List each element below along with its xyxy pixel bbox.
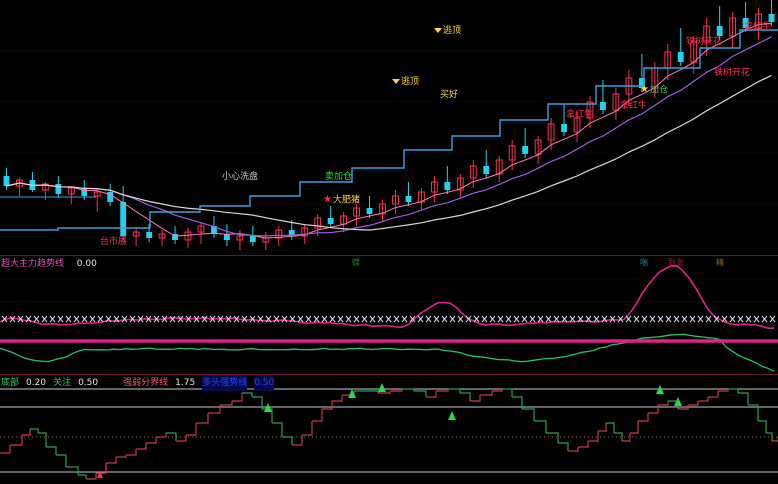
price-annotation-a12: ★大肥猪 xyxy=(323,195,360,206)
price-annotation-a11: 卖加仓 xyxy=(325,172,352,182)
bot-panel-label: 关注 xyxy=(53,378,72,388)
price-annotation-a1: 拿红牛 xyxy=(744,22,771,32)
price-annotation-label: 大肥猪 xyxy=(332,195,360,206)
price-annotation-label: 加仓 xyxy=(649,85,668,96)
mid-panel-marker: 蝶 xyxy=(352,258,360,267)
price-annotation-label: 拿红牛 xyxy=(744,22,772,32)
price-annotation-a8: 拿红牛 xyxy=(620,101,647,111)
star-icon: ★ xyxy=(323,194,332,205)
price-annotation-a4: 逃顶 xyxy=(434,26,461,36)
mid-title-label: 超大主力趋势线 xyxy=(1,259,65,269)
price-annotation-label: 铁树开花 xyxy=(714,68,751,78)
star-icon: ★ xyxy=(640,84,649,95)
triangle-down-icon xyxy=(392,79,400,84)
strength-divergence-svg xyxy=(0,383,778,480)
price-annotation-label: 铁树开花 xyxy=(686,37,723,47)
main-force-trend-svg xyxy=(0,264,778,372)
panel-divider-1 xyxy=(0,255,778,256)
price-annotation-label: 拿红牛 xyxy=(620,101,648,111)
triangle-down-icon xyxy=(434,28,442,33)
mid-panel-marker: 喘 xyxy=(640,258,648,267)
price-annotation-a10: 小心洗盘 xyxy=(222,172,258,182)
price-annotation-label: 拿红牛 xyxy=(566,110,594,120)
bot-panel-label: 0.50 xyxy=(254,376,275,391)
bot-panel-label: 底部 xyxy=(1,378,20,388)
price-chart-svg xyxy=(0,0,778,250)
panel-divider-2 xyxy=(0,374,778,375)
bot-panel-label: 1.75 xyxy=(175,378,196,388)
bot-panel-label: 多头强势线 xyxy=(202,376,248,391)
price-annotation-a2: 铁树开花 xyxy=(686,37,722,47)
price-annotation-a13: 台市展 xyxy=(100,237,127,247)
price-annotation-a7: ★加仓 xyxy=(640,85,668,96)
candlestick-price-panel[interactable] xyxy=(0,0,778,255)
price-annotation-label: 逃顶 xyxy=(443,26,462,36)
price-annotation-label: 买好 xyxy=(440,90,459,100)
price-annotation-a6: 买好 xyxy=(440,90,458,100)
mid-panel-marker: 到涨 xyxy=(668,258,684,267)
price-annotation-label: 台市展 xyxy=(100,237,128,247)
bot-panel-label: 0.50 xyxy=(78,378,99,388)
price-annotation-a3: 铁树开花 xyxy=(714,68,750,78)
bot-panel-title: 底部 0.20 关注 0.50 强弱分界线 1.75 多头强势线 0.50 xyxy=(0,376,281,391)
price-annotation-label: 卖加仓 xyxy=(325,172,353,182)
bot-panel-label: 强弱分界线 xyxy=(123,378,169,388)
mid-panel-marker: 精 xyxy=(716,258,724,267)
price-annotation-a5: 逃顶 xyxy=(392,77,419,87)
mid-panel-title: 超大主力趋势线 0.00 xyxy=(0,257,97,272)
price-annotation-a9: 拿红牛 xyxy=(566,110,593,120)
mid-title-value: 0.00 xyxy=(76,259,97,269)
price-annotation-label: 逃顶 xyxy=(401,77,420,87)
main-force-trend-panel[interactable] xyxy=(0,256,778,374)
bot-panel-label: 0.20 xyxy=(26,378,47,388)
strength-divergence-panel[interactable] xyxy=(0,375,778,484)
price-annotation-label: 小心洗盘 xyxy=(222,172,259,182)
